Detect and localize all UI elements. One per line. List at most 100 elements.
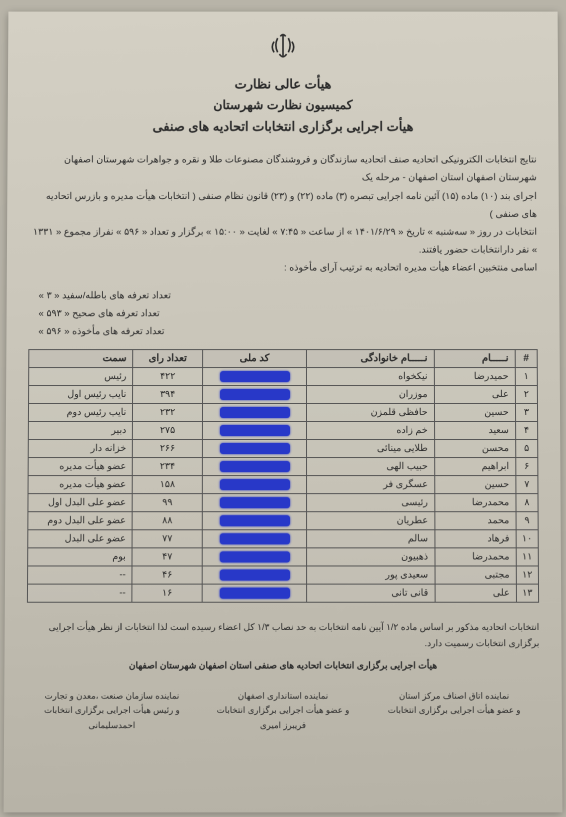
- cell-id: [202, 439, 306, 457]
- cell-num: ۱۰: [516, 530, 538, 548]
- cell-id: [202, 530, 307, 548]
- cell-position: عضو علی البدل اول: [28, 494, 133, 512]
- cell-id: [202, 476, 306, 494]
- table-row: ۷حسینعسگری فر۱۵۸عضو هیأت مدیره: [28, 476, 538, 494]
- redacted-id: [219, 497, 289, 508]
- cell-votes: ۲۳۴: [133, 458, 203, 476]
- cell-family: عسگری فر: [307, 476, 435, 494]
- cell-family: سالم: [307, 530, 435, 548]
- cell-family: طلایی مینائی: [307, 439, 435, 457]
- cell-family: حافظی قلمزن: [307, 403, 435, 421]
- cell-num: ۷: [516, 476, 538, 494]
- cell-position: دبیر: [28, 421, 132, 439]
- sig-2-l1: نماینده استانداری اصفهان: [201, 688, 364, 703]
- sig-2-l2: و عضو هیأت اجرایی برگزاری انتخابات: [201, 703, 364, 718]
- sig-3-l3: احمدسلیمانی: [30, 718, 193, 733]
- stat-valid: تعداد تعرفه های صحیح « ۵۹۳ »: [38, 305, 537, 323]
- cell-votes: ۱۵۸: [133, 476, 203, 494]
- sig-1-l2: و عضو هیأت اجرایی برگزاری انتخابات: [373, 703, 536, 718]
- cell-votes: ۱۶: [132, 584, 202, 602]
- cell-num: ۱۳: [516, 584, 538, 602]
- redacted-id: [219, 425, 289, 436]
- cell-position: عضو هیأت مدیره: [28, 458, 133, 476]
- col-name: نـــــام: [434, 350, 515, 368]
- cell-family: خم زاده: [307, 421, 435, 439]
- cell-family: حبیب الهی: [307, 458, 435, 476]
- sig-2-l3: فریبرز امیری: [201, 718, 364, 733]
- cell-votes: ۲۳۲: [133, 403, 203, 421]
- table-row: ۴سعیدخم زاده۲۷۵دبیر: [28, 421, 537, 439]
- col-num: #: [515, 350, 537, 368]
- iran-emblem: [30, 29, 536, 69]
- results-table: # نـــــام نـــــام خانوادگی کد ملی تعدا…: [27, 349, 539, 603]
- cell-id: [202, 548, 307, 566]
- cell-name: محمدرضا: [434, 494, 515, 512]
- cell-position: عضو علی البدل: [28, 530, 133, 548]
- sig-3-l1: نماینده سازمان صنعت ،معدن و تجارت: [30, 688, 193, 703]
- cell-name: حسین: [434, 476, 515, 494]
- cell-num: ۶: [515, 458, 537, 476]
- cell-name: محمدرضا: [435, 548, 516, 566]
- cell-position: نایب رئیس دوم: [28, 403, 132, 421]
- redacted-id: [219, 479, 289, 490]
- cell-family: ذهبیون: [307, 548, 435, 566]
- cell-position: عضو علی البدل دوم: [28, 512, 133, 530]
- cell-votes: ۲۶۶: [133, 439, 203, 457]
- header-line-2: کمیسیون نظارت شهرستان: [30, 95, 537, 116]
- footer-p2: هیأت اجرایی برگزاری انتخابات اتحادیه های…: [27, 658, 540, 674]
- cell-position: --: [28, 566, 133, 584]
- cell-id: [202, 566, 307, 584]
- emblem-icon: [265, 29, 301, 64]
- table-row: ۸محمدرضارئیسی۹۹عضو علی البدل اول: [28, 494, 538, 512]
- cell-votes: ۹۹: [132, 494, 202, 512]
- table-row: ۲علیموزران۳۹۴نایب رئیس اول: [29, 385, 538, 403]
- cell-id: [202, 403, 306, 421]
- intro-p3: انتخابات در روز « سه‌شنبه » تاریخ « ۱۴۰۱…: [29, 223, 537, 259]
- cell-name: حمیدرضا: [434, 367, 515, 385]
- header-line-3: هیأت اجرایی برگزاری انتخابات اتحادیه های…: [30, 116, 537, 138]
- col-family: نـــــام خانوادگی: [307, 350, 434, 368]
- stat-void: تعداد تعرفه های باطله/سفید « ۳ »: [39, 287, 538, 305]
- intro-p1: نتایج انتخابات الکترونیکی اتحادیه صنف ات…: [29, 152, 537, 188]
- cell-num: ۱۲: [516, 566, 538, 584]
- sig-2: نماینده استانداری اصفهان و عضو هیأت اجرا…: [197, 688, 368, 732]
- cell-votes: ۸۸: [132, 512, 202, 530]
- cell-name: مجتبی: [435, 566, 516, 584]
- cell-id: [202, 584, 307, 602]
- col-id: کد ملی: [202, 350, 306, 368]
- cell-num: ۱۱: [516, 548, 538, 566]
- cell-position: نایب رئیس اول: [29, 385, 133, 403]
- cell-family: رئیسی: [307, 494, 435, 512]
- table-row: ۳حسینحافظی قلمزن۲۳۲نایب رئیس دوم: [28, 403, 537, 421]
- sig-1-l1: نماینده اتاق اصناف مرکز استان: [373, 688, 536, 703]
- stat-total: تعداد تعرفه های مأخوذه « ۵۹۶ »: [38, 323, 537, 341]
- table-row: ۱۳علیقانی تانی۱۶--: [27, 584, 538, 602]
- table-header-row: # نـــــام نـــــام خانوادگی کد ملی تعدا…: [29, 350, 538, 368]
- cell-name: حسین: [434, 403, 515, 421]
- cell-name: علی: [434, 385, 515, 403]
- cell-votes: ۴۲۲: [133, 367, 203, 385]
- redacted-id: [219, 551, 289, 562]
- cell-id: [202, 458, 306, 476]
- table-row: ۶ابراهیمحبیب الهی۲۳۴عضو هیأت مدیره: [28, 458, 538, 476]
- cell-name: علی: [435, 584, 517, 602]
- cell-votes: ۳۹۴: [133, 385, 203, 403]
- document-headers: هیأت عالی نظارت کمیسیون نظارت شهرستان هی…: [30, 74, 537, 139]
- document-paper: هیأت عالی نظارت کمیسیون نظارت شهرستان هی…: [4, 12, 563, 813]
- cell-num: ۱: [515, 367, 537, 385]
- cell-num: ۲: [515, 385, 537, 403]
- table-row: ۵محسنطلایی مینائی۲۶۶خزانه دار: [28, 439, 538, 457]
- redacted-id: [219, 570, 289, 581]
- cell-position: رئیس: [29, 367, 133, 385]
- table-row: ۹محمدعطریان۸۸عضو علی البدل دوم: [28, 512, 538, 530]
- intro-p2: اجرای بند (۱۰) ماده (۱۵) آئین نامه اجرای…: [29, 188, 537, 224]
- redacted-id: [219, 461, 289, 472]
- table-row: ۱۲مجتبیسعیدی پور۴۶--: [28, 566, 539, 584]
- cell-id: [202, 385, 306, 403]
- cell-name: سعید: [434, 421, 515, 439]
- table-row: ۱۰فرهادسالم۷۷عضو علی البدل: [28, 530, 539, 548]
- cell-name: محسن: [434, 439, 515, 457]
- redacted-id: [220, 371, 290, 382]
- cell-votes: ۴۷: [132, 548, 202, 566]
- redacted-id: [219, 407, 289, 418]
